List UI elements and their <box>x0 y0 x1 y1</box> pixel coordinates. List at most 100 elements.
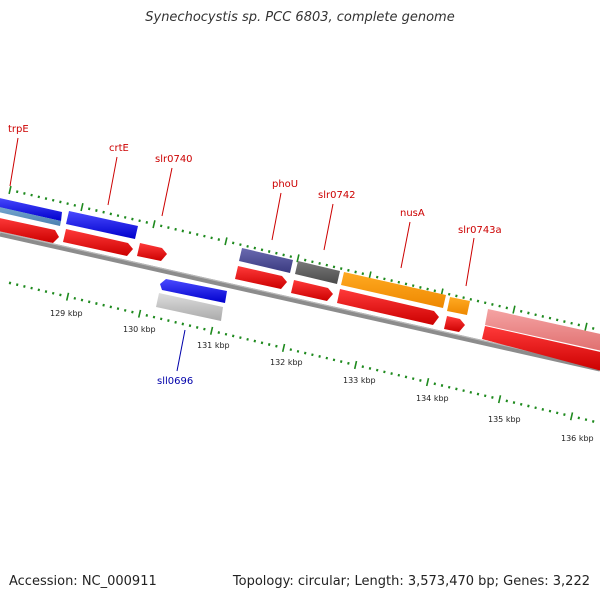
minor-tick <box>383 277 386 281</box>
minor-tick <box>73 203 77 207</box>
minor-tick <box>426 287 429 291</box>
minor-tick <box>383 370 386 374</box>
minor-tick <box>433 289 437 293</box>
minor-tick <box>361 365 365 369</box>
gene-labels: trpE crtE slr0740 phoU slr0742 nusA slr0… <box>8 124 502 387</box>
label-sll0696[interactable]: sll0696 <box>157 376 193 387</box>
major-tick <box>569 412 574 421</box>
cds-pink-arrow[interactable] <box>482 326 600 371</box>
gene-pink-bar[interactable] <box>485 309 600 351</box>
minor-tick <box>159 317 163 321</box>
gene-trpE-lower-bar[interactable] <box>0 206 61 226</box>
minor-tick <box>275 344 278 348</box>
label-nusA[interactable]: nusA <box>400 208 425 219</box>
gene-phoU-bar[interactable] <box>239 248 293 273</box>
major-tick <box>425 378 430 387</box>
minor-tick <box>195 326 199 329</box>
cds-sll0696-lightgray[interactable] <box>156 293 223 321</box>
minor-tick <box>253 339 257 343</box>
minor-tick <box>231 241 235 245</box>
major-tick <box>296 254 300 263</box>
gene-slr0742-bar[interactable] <box>295 261 340 284</box>
minor-tick <box>332 265 336 269</box>
minor-tick <box>59 293 62 297</box>
minor-tick <box>282 253 285 257</box>
minor-tick <box>591 326 595 330</box>
minor-tick <box>167 226 170 230</box>
minor-tick <box>267 250 271 253</box>
minor-tick <box>527 404 530 408</box>
minor-tick <box>534 313 537 317</box>
minor-tick <box>462 389 465 393</box>
minor-tick <box>397 280 401 284</box>
genome-backbone <box>0 231 600 372</box>
minor-tick <box>95 209 98 212</box>
minor-tick <box>15 283 19 287</box>
label-slr0740[interactable]: slr0740 <box>155 154 193 165</box>
minor-tick <box>332 358 336 362</box>
minor-tick <box>563 320 566 323</box>
minor-tick <box>375 368 379 372</box>
minor-tick <box>491 303 494 306</box>
minor-tick <box>95 302 98 305</box>
cds-crtE-arrow[interactable] <box>63 229 133 256</box>
label-crtE[interactable]: crtE <box>109 143 129 154</box>
minor-tick <box>519 402 523 406</box>
label-phoU[interactable]: phoU <box>272 179 298 190</box>
gene-slr0743a-bar[interactable] <box>447 297 470 315</box>
minor-tick <box>455 387 458 391</box>
gene-crtE-bar[interactable] <box>66 211 138 239</box>
minor-tick <box>44 290 48 293</box>
minor-tick <box>433 382 437 386</box>
minor-tick <box>66 202 69 206</box>
minor-tick <box>246 244 249 248</box>
minor-tick <box>131 310 134 314</box>
minor-tick <box>512 401 516 405</box>
minor-tick <box>347 361 350 365</box>
label-trpE[interactable]: trpE <box>8 124 29 135</box>
minor-tick <box>195 233 199 236</box>
minor-tick <box>23 284 26 288</box>
minor-tick <box>203 327 206 331</box>
minor-tick <box>325 356 329 360</box>
cds-nusA-arrow[interactable] <box>337 289 439 325</box>
minor-tick <box>30 193 33 197</box>
minor-tick <box>289 348 293 352</box>
minor-tick <box>37 288 41 292</box>
minor-tick <box>224 332 228 336</box>
gene-sll0696-bar[interactable] <box>160 279 227 303</box>
kbp-label: 131 kbp <box>197 341 230 350</box>
minor-tick <box>318 262 321 265</box>
minor-tick <box>563 413 566 416</box>
leader-slr0740 <box>161 167 173 217</box>
cds-phoU-arrow[interactable] <box>235 266 287 289</box>
minor-tick <box>570 321 573 325</box>
cds-slr0742-arrow[interactable] <box>291 280 333 301</box>
minor-tick <box>361 272 365 276</box>
minor-tick <box>591 419 595 423</box>
label-slr0743a[interactable]: slr0743a <box>458 225 502 236</box>
gene-nusA-bar[interactable] <box>341 272 446 308</box>
minor-tick <box>390 372 393 375</box>
minor-tick <box>347 268 350 272</box>
minor-tick <box>181 229 185 233</box>
minor-tick <box>30 286 33 290</box>
leader-trpE <box>9 137 19 187</box>
minor-tick <box>267 343 271 346</box>
minor-tick <box>102 210 105 214</box>
cds-slr0743a-arrow[interactable] <box>444 316 465 332</box>
minor-tick <box>541 408 545 411</box>
cds-trpE-arrow[interactable] <box>0 217 59 243</box>
minor-tick <box>476 299 480 303</box>
minor-tick <box>73 296 77 300</box>
gene-trpE-bar[interactable] <box>0 197 62 221</box>
label-slr0742[interactable]: slr0742 <box>318 190 356 201</box>
map-title: Synechocystis sp. PCC 6803, complete gen… <box>145 10 455 25</box>
major-tick <box>353 360 358 370</box>
cds-slr0740-arrow[interactable] <box>137 243 167 261</box>
leader-phoU <box>271 192 282 241</box>
major-tick <box>281 343 286 352</box>
minor-tick <box>188 231 192 235</box>
minor-tick <box>260 248 264 252</box>
